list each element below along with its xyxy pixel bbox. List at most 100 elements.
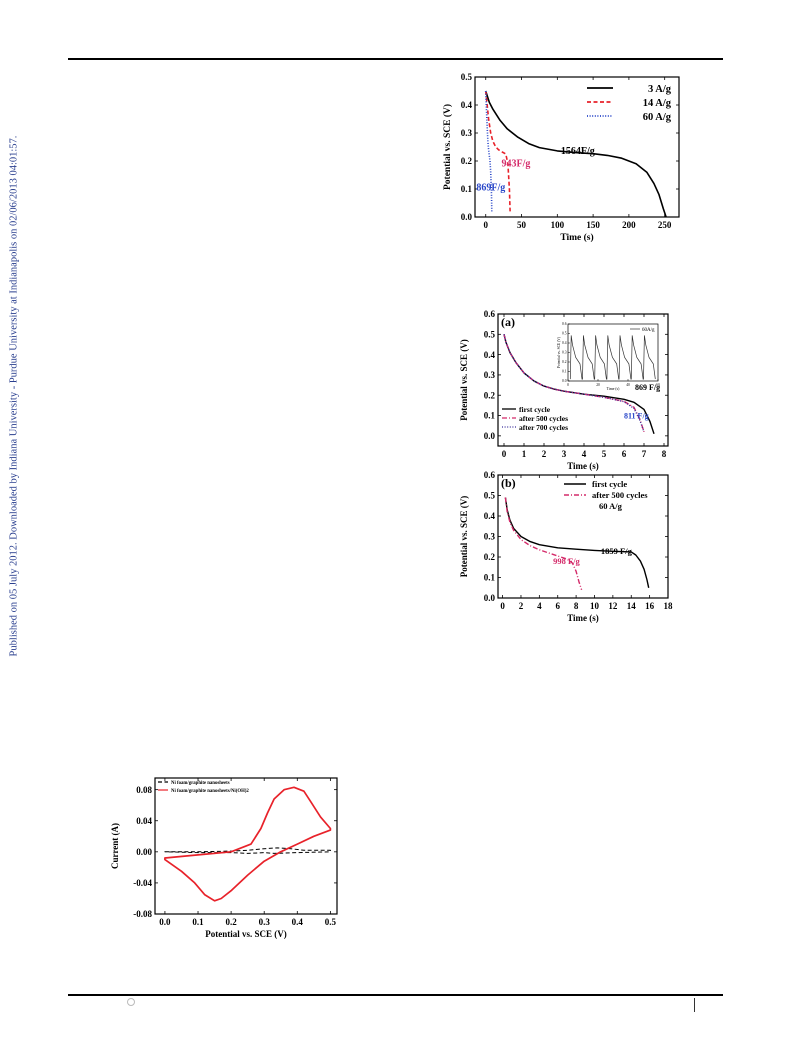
y-tick-label: 0.0: [484, 431, 496, 441]
chart-cv-curves: 0.0 0.1 0.2 0.3 0.4 0.5 0.08 0.04 0.00 -0.04 -0.08…: [110, 777, 338, 939]
publication-sidenote: Published on 05 July 2012. Downloaded by…: [0, 0, 21, 1039]
inset-legend-label: 60A/g: [642, 328, 655, 333]
inset-x-axis-label: Time (s): [607, 387, 621, 391]
inset-y-tick-label: 0.3: [562, 351, 567, 355]
y-tick-label: 0.5: [484, 329, 496, 339]
y-tick-label: 0.5: [461, 72, 473, 82]
x-tick-label: 2: [519, 601, 524, 611]
y-tick-label: 0.1: [484, 573, 496, 583]
annotation: 998 F/g: [553, 556, 580, 566]
legend-label: first cycle: [592, 479, 627, 489]
x-tick-label: 0.2: [225, 917, 237, 927]
y-tick-label: 0.2: [484, 390, 496, 400]
y-tick-label: 0.0: [484, 593, 496, 603]
plot-frame: [474, 76, 680, 218]
legend-label: after 500 cycles: [519, 414, 568, 423]
y-tick-label: 0.0: [461, 212, 473, 222]
legend-note: 60 A/g: [599, 501, 623, 511]
y-tick-label: -0.08: [133, 909, 152, 919]
footer-circle-icon: [127, 998, 135, 1006]
plot-frame: [154, 777, 338, 915]
y-tick-label: 0.04: [136, 816, 152, 826]
y-tick-label: 0.2: [461, 156, 473, 166]
x-tick-label: 0.1: [192, 917, 204, 927]
legend-label: 14 A/g: [643, 98, 672, 109]
y-tick-label: 0.4: [484, 350, 496, 360]
inset-x-tick-label: 40: [626, 383, 630, 387]
series-line-1: [504, 497, 583, 591]
x-tick-label: 100: [551, 220, 565, 230]
x-tick-label: 200: [622, 220, 636, 230]
annotation: 869 F/g: [635, 383, 660, 392]
x-tick-label: 5: [602, 449, 607, 459]
footer-divider: [694, 998, 695, 1012]
legend-label: 3 A/g: [648, 84, 672, 95]
y-tick-label: 0.6: [484, 309, 496, 319]
annotation: 1859 F/g: [601, 546, 633, 556]
inset-y-tick-label: 0.4: [562, 341, 567, 345]
inset-series-line: [569, 335, 656, 380]
series-line-1: [484, 90, 511, 212]
top-rule: [68, 58, 723, 60]
y-tick-label: -0.04: [133, 878, 152, 888]
x-tick-label: 14: [627, 601, 637, 611]
series-line-0: [164, 847, 331, 854]
x-tick-label: 0.4: [292, 917, 304, 927]
plot-frame: [497, 313, 669, 447]
y-tick-label: 0.08: [136, 785, 152, 795]
x-tick-label: 18: [664, 601, 674, 611]
bottom-rule: [68, 994, 723, 996]
chart-cycling-b: 0 2 4 6 8 10 12 14 16 18 0.0 0.1 0.2 0.3 0.4 0.5 0.6 Time…: [459, 470, 674, 623]
x-tick-label: 12: [608, 601, 618, 611]
annotation: 943F/g: [501, 159, 530, 170]
x-tick-label: 0.5: [325, 917, 337, 927]
annotation: 811 F/g: [624, 412, 649, 421]
inset-y-axis-label: Potential vs. SCE (V): [557, 336, 561, 368]
y-tick-label: 0.2: [484, 552, 496, 562]
y-tick-label: 0.00: [136, 847, 152, 857]
legend-label: after 500 cycles: [592, 490, 648, 500]
x-tick-label: 7: [642, 449, 647, 459]
x-tick-label: 1: [522, 449, 527, 459]
inset-x-tick-label: 20: [596, 383, 600, 387]
chart-discharge-rates: 0 50 100 150 200 250 0.0 0.1 0.2 0.3 0.4 0.5 Time (s…: [442, 72, 680, 243]
series-line-0: [484, 90, 667, 218]
y-tick-label: 0.1: [461, 184, 473, 194]
x-tick-label: 0: [502, 449, 507, 459]
y-axis-label: Potential vs. SCE (V): [442, 104, 453, 190]
x-tick-label: 0.3: [259, 917, 271, 927]
legend-label: Ni foam/graphite nanosheets: [171, 781, 230, 786]
legend-label: first cycle: [519, 405, 551, 414]
x-tick-label: 8: [662, 449, 667, 459]
x-tick-label: 6: [622, 449, 627, 459]
y-tick-label: 0.5: [484, 491, 496, 501]
y-tick-label: 0.3: [484, 532, 496, 542]
annotation: 1564F/g: [561, 146, 595, 157]
inset-y-tick-label: 0.5: [562, 332, 567, 336]
x-tick-label: 0: [483, 220, 488, 230]
annotation: 869F/g: [476, 182, 505, 193]
sidenote-text: Published on 05 July 2012. Downloaded by…: [8, 135, 20, 657]
x-tick-label: 150: [586, 220, 600, 230]
inset-x-tick-label: 60: [656, 383, 660, 387]
x-tick-label: 6: [555, 601, 560, 611]
series-line-1: [503, 334, 645, 433]
x-tick-label: 10: [590, 601, 600, 611]
legend-label: after 700 cycles: [519, 423, 568, 432]
y-axis-label: Current (A): [110, 823, 120, 869]
y-tick-label: 0.3: [484, 370, 496, 380]
x-tick-label: 4: [537, 601, 542, 611]
chart-cycling-a: 0 1 2 3 4 5 6 7 8 0.0 0.1 0.2 0.3 0.4 0.5 0.6 Time (s) Po…: [459, 309, 669, 471]
series-line-1: [164, 786, 332, 902]
series-line-0: [504, 497, 650, 588]
y-tick-label: 0.4: [484, 511, 496, 521]
y-tick-label: 0.6: [484, 470, 496, 480]
x-tick-label: 16: [645, 601, 655, 611]
inset-y-tick-label: 0.1: [562, 370, 567, 374]
inset-x-tick-label: 0: [567, 383, 569, 387]
series-line-2: [503, 334, 645, 433]
x-tick-label: 250: [658, 220, 672, 230]
x-tick-label: 0: [500, 601, 505, 611]
panel-label: (a): [501, 315, 515, 329]
x-tick-label: 50: [517, 220, 527, 230]
